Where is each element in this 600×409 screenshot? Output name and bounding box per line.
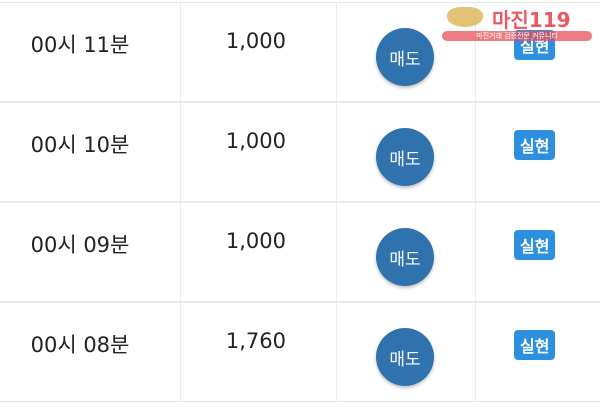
- time: 00시 08분: [30, 333, 130, 357]
- status-badge: 실현: [514, 130, 556, 160]
- status-badge: 실현: [514, 30, 556, 60]
- status-badge: 실현: [514, 230, 556, 260]
- sell-button[interactable]: 매도: [376, 328, 434, 386]
- time: 00시 10분: [30, 133, 130, 157]
- sell-button[interactable]: 매도: [376, 128, 434, 186]
- amount: 1,000: [225, 129, 286, 153]
- sell-button[interactable]: 매도: [376, 28, 434, 86]
- status-badge: 실현: [514, 330, 556, 360]
- sell-button[interactable]: 매도: [376, 228, 434, 286]
- amount: 1,000: [225, 229, 286, 253]
- table-row: 00시 09분 1,000 매도 실현: [0, 202, 600, 302]
- table-row: 00시 08분 1,760 매도 실현: [0, 302, 600, 402]
- trade-table: 00시 11분 1,000 매도 실현 00시 10분 1,000 매도 실현 …: [0, 2, 600, 402]
- amount: 1,760: [225, 329, 286, 353]
- amount: 1,000: [225, 29, 286, 53]
- time: 00시 11분: [30, 33, 130, 57]
- table-row: 00시 11분 1,000 매도 실현: [0, 2, 600, 102]
- time: 00시 09분: [30, 233, 130, 257]
- table-row: 00시 10분 1,000 매도 실현: [0, 102, 600, 202]
